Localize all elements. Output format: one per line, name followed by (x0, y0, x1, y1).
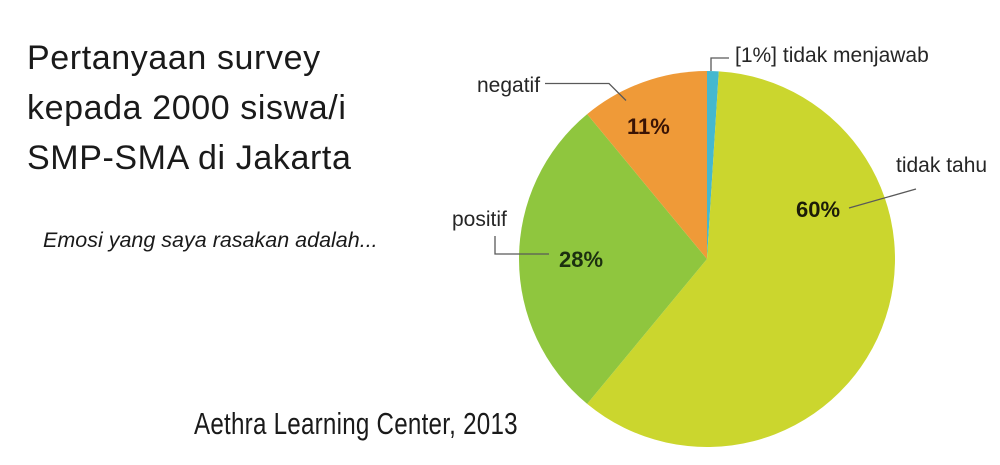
svg-text:11%: 11% (627, 114, 670, 139)
svg-text:60%: 60% (796, 197, 840, 222)
svg-text:28%: 28% (559, 247, 603, 272)
svg-text:positif: positif (452, 208, 507, 231)
svg-text:tidak tahu: tidak tahu (896, 154, 987, 177)
svg-text:[1%] tidak menjawab: [1%] tidak menjawab (735, 44, 929, 67)
svg-text:negatif: negatif (477, 74, 540, 97)
